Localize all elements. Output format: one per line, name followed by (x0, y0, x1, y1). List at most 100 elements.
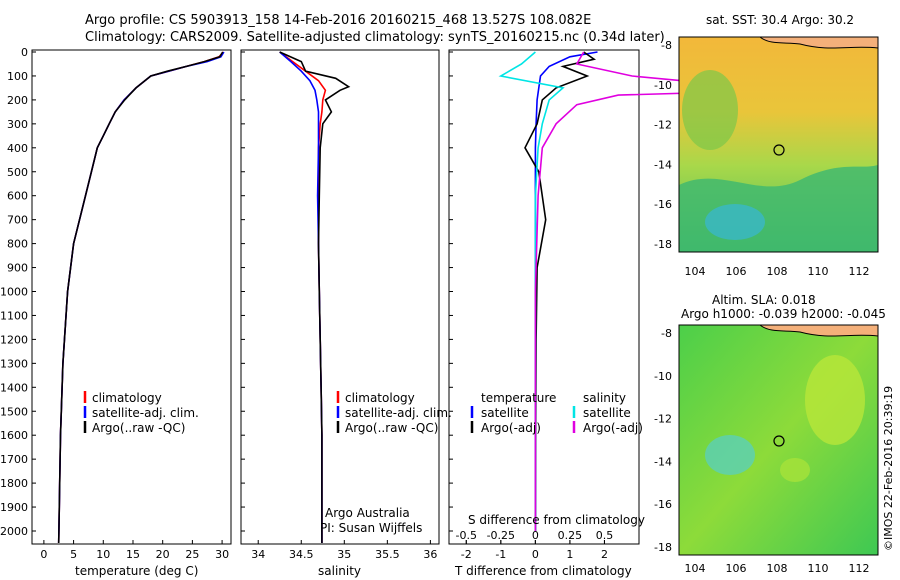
x-tick-label: 10 (96, 548, 110, 561)
lat-tick-label: -16 (654, 498, 672, 511)
lon-tick-label: 112 (849, 265, 870, 278)
legend-temperature-head: temperature (481, 391, 556, 405)
depth-tick-label: 1000 (0, 286, 28, 299)
legend-salinity-head: salinity (583, 391, 626, 405)
depth-axis: 0 100 200 300 400 500 600 700 800 900 1000 1100 1200… (0, 46, 453, 538)
temperature-panel-frame (31, 49, 232, 545)
x-tick-label: 35.5 (375, 548, 400, 561)
x-axis-ticks: 0 5 10 15 20 25 30 34 34.5 35 35.5 36 -2 -1 0 1 2 -0.5 -0.… (40, 529, 613, 561)
series-line-satellite-adj-clim- (279, 51, 323, 543)
x-tick-label: 34 (251, 548, 265, 561)
legend-argo: Argo(..raw -QC) (92, 421, 185, 435)
imos-timestamp: ©IMOS 22-Feb-2016 20:39:19 (882, 386, 895, 551)
lat-tick-label: -14 (654, 158, 672, 171)
x-tick-label: 34.5 (289, 548, 314, 561)
lon-tick-label: 110 (808, 265, 829, 278)
sla-yellow-patch-2 (780, 458, 810, 482)
x-tick-label: -2 (461, 548, 472, 561)
x-tick-label: 15 (126, 548, 140, 561)
depth-tick-label: 100 (7, 70, 28, 83)
lat-tick-label: -8 (661, 327, 672, 340)
legend-s-satellite: satellite (583, 406, 631, 420)
sst-argo-location (773, 144, 785, 156)
lat-tick-label: -18 (654, 238, 672, 251)
lon-tick-label: 108 (767, 562, 788, 575)
lat-tick-label: -8 (661, 39, 672, 52)
depth-tick-label: 1400 (0, 381, 28, 394)
depth-tick-label: 600 (7, 190, 28, 203)
legend-climatology: climatology (345, 391, 415, 405)
lon-tick-label: 112 (849, 562, 870, 575)
lon-tick-label: 108 (767, 265, 788, 278)
difference-xlabel: T difference from climatology (454, 564, 632, 578)
salinity-xlabel: salinity (318, 564, 361, 578)
difference-top-label: S difference from climatology (468, 513, 645, 527)
sla-map (678, 324, 879, 556)
series-line-argo-raw-qc- (57, 51, 224, 544)
difference-lines (498, 51, 785, 532)
lon-tick-label: 106 (726, 265, 747, 278)
lon-tick-label: 104 (685, 265, 706, 278)
depth-tick-label: 2000 (0, 525, 28, 538)
series-line-satellite-adj-clim- (57, 51, 225, 544)
salinity-legend: climatology satellite-adj. clim. Argo(..… (336, 391, 452, 435)
legend-t-argo: Argo(-adj) (481, 421, 541, 435)
sla-argo-location (773, 435, 785, 447)
temperature-lines (57, 51, 225, 544)
x-tick-label: 20 (156, 548, 170, 561)
lat-tick-label: -14 (654, 455, 672, 468)
lat-tick-label: -10 (654, 79, 672, 92)
sla-map-title-line1: Altim. SLA: 0.018 (712, 293, 816, 307)
sla-land (758, 324, 879, 337)
salinity-panel-frame (240, 49, 440, 545)
sla-map-title-line2: Argo h1000: -0.039 h2000: -0.045 (681, 307, 886, 321)
depth-tick-label: 200 (7, 94, 28, 107)
depth-tick-label: 700 (7, 214, 28, 227)
x-tick-label: 0 (40, 548, 47, 561)
depth-tick-label: 1500 (0, 405, 28, 418)
temperature-legend: climatology satellite-adj. clim. Argo(..… (83, 391, 199, 435)
series-line-salinity-argo-adj- (534, 51, 785, 531)
depth-tick-label: 1200 (0, 333, 28, 346)
sla-map-frame (678, 324, 879, 556)
x-tick-label: 0.5 (596, 529, 614, 542)
sst-map (678, 36, 879, 253)
depth-tick-label: 400 (7, 142, 28, 155)
x-tick-label: 0.25 (558, 529, 583, 542)
x-tick-label: 25 (185, 548, 199, 561)
temperature-xlabel: temperature (deg C) (75, 564, 198, 578)
depth-tick-label: 1800 (0, 477, 28, 490)
lat-tick-label: -12 (654, 119, 672, 132)
x-tick-label: -0.25 (487, 529, 515, 542)
credit-line2: PI: Susan Wijffels (320, 521, 422, 535)
legend-s-argo: Argo(-adj) (583, 421, 643, 435)
series-line-temperature-argo-adj- (524, 51, 597, 532)
x-tick-label: 2 (601, 548, 608, 561)
depth-tick-label: 1900 (0, 501, 28, 514)
sst-map-title: sat. SST: 30.4 Argo: 30.2 (706, 13, 854, 27)
depth-tick-label: 900 (7, 262, 28, 275)
lon-tick-label: 104 (685, 562, 706, 575)
depth-tick-label: 1300 (0, 357, 28, 370)
header-line1: Argo profile: CS 5903913_158 14-Feb-2016… (85, 13, 591, 28)
sst-land (758, 36, 879, 49)
x-tick-label: 30 (215, 548, 229, 561)
x-tick-label: 5 (70, 548, 77, 561)
lat-tick-label: -18 (654, 541, 672, 554)
x-tick-label: -0.5 (456, 529, 477, 542)
legend-satellite: satellite-adj. clim. (92, 406, 199, 420)
series-line-climatology (57, 51, 224, 544)
depth-tick-label: 500 (7, 166, 28, 179)
salinity-lines (279, 51, 351, 543)
x-tick-label: 35 (337, 548, 351, 561)
depth-tick-label: 1100 (0, 309, 28, 322)
series-line-temperature-satellite (534, 51, 598, 531)
x-tick-label: 36 (423, 548, 437, 561)
credit-line1: Argo Australia (325, 506, 410, 520)
sst-map-frame (678, 36, 879, 253)
depth-tick-label: 1600 (0, 429, 28, 442)
header-line2: Climatology: CARS2009. Satellite-adjuste… (85, 30, 665, 45)
difference-panel-frame (448, 49, 640, 545)
depth-tick-label: 800 (7, 238, 28, 251)
